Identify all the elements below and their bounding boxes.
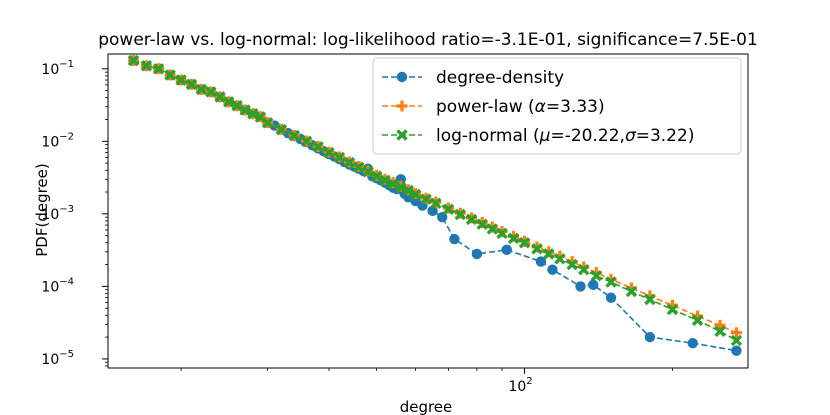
legend-marker [396,100,408,112]
x-tick-label: 102 [508,376,532,395]
log-normal-point [566,258,578,271]
log-normal-point [312,141,324,153]
degree-density-point [687,337,698,349]
log-normal-point [590,270,603,282]
log-normal-point [518,237,531,249]
log-normal-point [214,91,226,103]
legend-marker [396,71,408,83]
log-normal-point [691,314,704,327]
log-normal-point [402,184,414,197]
legend-label: power-law (α=3.33) [436,97,605,117]
log-normal-point [486,223,499,235]
log-normal-point [387,178,399,190]
log-normal-point [275,123,288,136]
chart-title: power-law vs. log-normal: log-likelihood… [98,30,758,50]
legend-box [372,57,742,155]
log-normal-point [379,174,391,187]
log-normal-point [542,248,555,260]
degree-density-point [449,233,460,245]
log-normal-point [554,253,566,265]
log-normal-point [222,96,235,108]
legend-entry-degree-density: degree-density [382,68,564,88]
log-normal-point [353,161,365,173]
log-normal-point [247,108,259,120]
log-normal-point [465,213,478,226]
log-normal-point [127,54,140,67]
log-normal-point [261,117,274,129]
log-normal-point [476,218,488,230]
log-normal-point [454,208,466,221]
log-normal-point [205,86,217,98]
legend-label: degree-density [436,68,564,88]
degree-density-point [427,205,438,217]
y-tick-label: 10−1 [41,59,74,78]
log-normal-point [195,83,208,96]
log-normal-point [152,63,165,75]
log-normal-point [362,166,374,178]
series-log-normal [127,54,743,347]
degree-density-point [605,292,617,303]
degree-density-point [471,248,483,260]
legend-entry-power-law: power-law (α=3.33) [382,97,605,117]
degree-density-point [547,264,558,275]
y-tick-label: 10−5 [41,349,74,368]
log-normal-point [175,74,187,86]
log-normal-point [300,135,313,148]
legend-label: log-normal (μ=-20.22,σ=3.22) [436,126,694,146]
log-normal-point [531,243,543,255]
log-normal-point [288,129,301,142]
log-normal-point [239,104,251,116]
y-tick-label: 10−4 [41,276,74,295]
degree-density-point [644,331,656,343]
log-normal-point [730,334,743,347]
log-normal-point [496,227,508,239]
degree-density-point [731,345,742,356]
log-normal-point [333,151,346,164]
log-normal-point [714,325,726,338]
log-normal-point [644,293,656,306]
log-normal-point [164,69,176,81]
log-normal-point [370,170,383,182]
power-law-point [730,327,742,339]
degree-density-point [588,279,599,291]
log-normal-point [140,60,153,72]
log-normal-point [185,78,198,91]
log-normal-point [625,285,638,298]
log-normal-point [323,146,335,159]
log-normal-point [578,263,590,276]
log-normal-point [666,303,679,316]
log-normal-point [507,232,520,245]
degree-density-point [535,256,547,267]
x-axis-label: degree [400,398,453,415]
log-normal-point [231,99,243,112]
y-axis-label: PDF(degree) [33,163,51,257]
log-normal-point [395,181,407,194]
plot-frame [107,53,749,369]
legend-marker [396,129,408,141]
log-normal-point [605,276,617,288]
y-tick-label: 10−2 [41,131,74,150]
plot-series [127,54,743,356]
log-normal-point [343,156,356,169]
degree-density-point [575,281,586,292]
log-normal-point [409,188,422,201]
log-normal-point [420,193,432,205]
legend: degree-density power-law (α=3.33) log-norm… [372,57,742,155]
log-normal-point [430,197,442,209]
legend-entry-log-normal: log-normal (μ=-20.22,σ=3.22) [382,126,694,146]
degree-density-point [501,244,512,255]
log-normal-point [442,203,455,215]
